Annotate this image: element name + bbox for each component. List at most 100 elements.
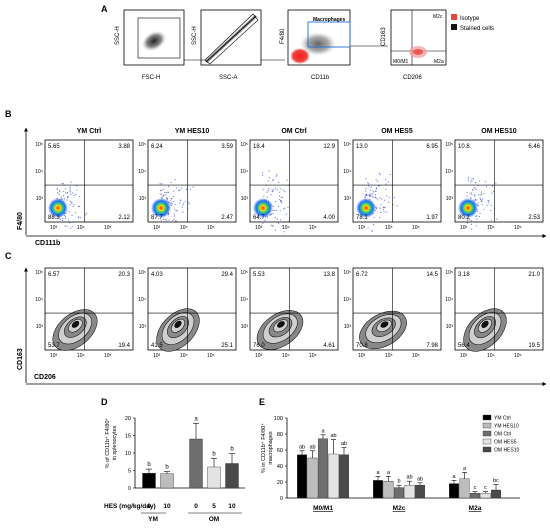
b-dot — [364, 194, 366, 196]
b-dot — [182, 204, 184, 206]
b-dot — [392, 204, 394, 206]
d-x-category: 10 — [163, 503, 171, 510]
b-dot — [267, 180, 269, 182]
b-dot — [385, 211, 387, 213]
b-q-ul-0: 5.65 — [48, 144, 60, 150]
b-dot — [271, 224, 273, 226]
b-dot — [287, 206, 289, 208]
b-dot — [167, 191, 169, 193]
a2-x-label: SSC-A — [219, 75, 237, 81]
c-q-ur-4: 21.0 — [528, 272, 540, 278]
b-ytick: 10³ — [139, 196, 147, 202]
b-dot — [479, 197, 481, 199]
panel-letter-a: A — [101, 4, 108, 14]
b-dot — [486, 204, 488, 206]
b-dot — [280, 201, 282, 203]
b-dot — [160, 189, 162, 191]
b-dot — [472, 189, 474, 191]
b-plot-frame-1 — [147, 139, 237, 223]
b-dot — [71, 214, 73, 216]
c-q-lr-4: 19.5 — [528, 343, 540, 349]
c-q-ur-2: 13.8 — [323, 272, 335, 278]
d-x-category: 5 — [212, 503, 216, 510]
b-dot — [474, 187, 476, 189]
c-xtick: 10⁵ — [514, 353, 522, 359]
c-xtick: 10⁵ — [412, 353, 420, 359]
b-dot — [378, 172, 380, 174]
b-dot — [372, 190, 374, 192]
b-dot — [178, 189, 180, 191]
b-dot — [376, 206, 378, 208]
b-dot — [473, 186, 475, 189]
c-ytick: 10⁴ — [240, 297, 248, 303]
b-dot — [396, 205, 398, 207]
e-legend-swatch — [482, 422, 492, 429]
b-xtick: 10⁴ — [385, 225, 393, 231]
b-xtick: 10⁵ — [104, 225, 112, 231]
b-plot-frame-4 — [454, 139, 544, 223]
b-dot — [179, 189, 181, 191]
b-ytick: 10⁵ — [343, 142, 351, 148]
b-dot — [466, 195, 468, 197]
b-dot — [66, 225, 68, 227]
c-y-axis-label: CD163 — [17, 348, 24, 370]
b-ytick: 10⁵ — [240, 142, 248, 148]
e-sig-letter: a — [463, 466, 467, 472]
b-dot — [84, 214, 87, 216]
c-xtick: 10⁵ — [309, 353, 317, 359]
c-ytick: 10⁴ — [445, 297, 453, 303]
b-dot — [372, 224, 375, 226]
b-xtick: 10³ — [153, 225, 161, 231]
b-dot — [270, 194, 272, 196]
b-ytick: 10³ — [344, 196, 352, 202]
b-dot — [72, 205, 74, 207]
b-dot — [380, 211, 382, 214]
b-dot — [276, 209, 278, 211]
b-dot — [62, 182, 64, 184]
e-legend-label: OM Ctrl — [494, 432, 511, 438]
b-dot — [365, 190, 367, 192]
b-dot — [168, 185, 170, 187]
b-density-core-1 — [151, 198, 171, 218]
b-dot — [71, 225, 73, 227]
panel-letter-d: D — [101, 397, 108, 407]
e-sig-letter: a — [376, 470, 380, 476]
d-y-label-1: % of CD11b⁺ F4/80⁺ — [104, 418, 111, 469]
a1-x-label: FSC-H — [142, 75, 160, 81]
b-dot — [285, 213, 287, 215]
b-dot — [63, 190, 65, 192]
b-dot — [64, 218, 66, 220]
b-dot — [276, 174, 278, 176]
b-xtick: 10⁵ — [514, 225, 522, 231]
b-dot — [166, 197, 168, 199]
b-dot — [475, 189, 477, 191]
b-dot — [263, 195, 265, 197]
b-dot — [274, 187, 277, 189]
b-dot — [281, 200, 283, 202]
b-plot-title-0: YM Ctrl — [77, 128, 102, 135]
b-dot — [375, 188, 377, 190]
b-dot — [370, 189, 372, 191]
b-dot — [468, 176, 470, 178]
b-q-lr-2: 4.00 — [323, 215, 335, 221]
b-plot-title-3: OM HES5 — [381, 128, 413, 135]
b-dot — [364, 196, 366, 198]
legend-label-stained: Stained cells — [460, 26, 494, 32]
d-x-category: 0 — [147, 503, 151, 510]
b-dot — [185, 188, 187, 191]
b-dot — [62, 217, 64, 220]
b-dot — [271, 191, 273, 193]
b-dot — [170, 203, 172, 205]
c-ytick: 10⁴ — [138, 297, 146, 303]
c-q-ul-4: 3.18 — [458, 272, 470, 278]
b-q-ll-4: 80.2 — [458, 215, 470, 221]
b-xtick: 10³ — [460, 225, 468, 231]
b-q-ll-0: 88.3 — [48, 215, 60, 221]
b-dot — [78, 217, 80, 219]
b-dot — [279, 219, 282, 221]
e-ytick-label: 60 — [277, 448, 283, 454]
b-dot — [386, 195, 388, 197]
b-dot — [79, 216, 81, 218]
b-dot — [262, 188, 264, 190]
b-xtick: 10⁴ — [487, 225, 495, 231]
